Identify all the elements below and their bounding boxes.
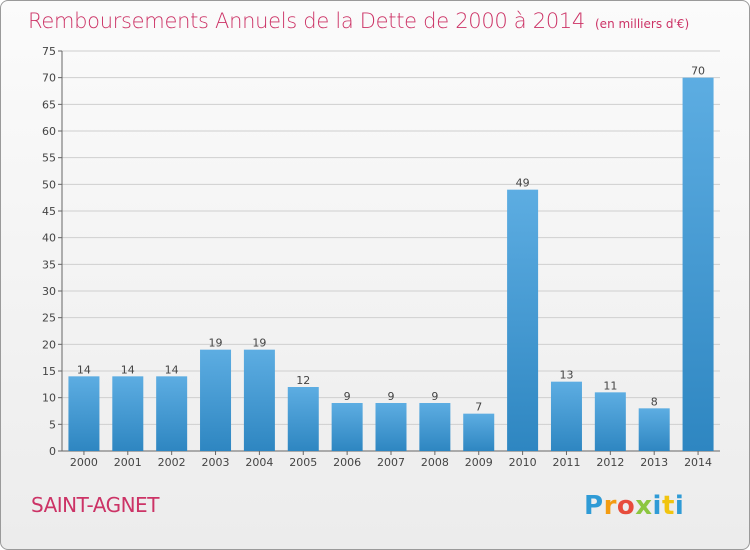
bar bbox=[156, 376, 188, 451]
y-tick-label: 70 bbox=[42, 72, 56, 85]
chart-unit-label: (en milliers d'€) bbox=[595, 17, 690, 31]
y-tick-label: 60 bbox=[42, 125, 56, 138]
bar bbox=[287, 387, 319, 451]
y-tick-label: 20 bbox=[42, 338, 56, 351]
x-tick-label: 2014 bbox=[684, 456, 712, 469]
x-tick-label: 2004 bbox=[245, 456, 273, 469]
bar bbox=[594, 392, 626, 451]
logo-letter: o bbox=[616, 491, 636, 521]
bar bbox=[463, 413, 495, 451]
x-tick-label: 2012 bbox=[596, 456, 624, 469]
x-tick-label: 2005 bbox=[289, 456, 317, 469]
chart-title: Remboursements Annuels de la Dette de 20… bbox=[28, 9, 689, 33]
x-tick-label: 2003 bbox=[202, 456, 230, 469]
logo-letter: x bbox=[635, 491, 653, 521]
bar-value-label: 49 bbox=[516, 177, 530, 190]
x-tick-label: 2007 bbox=[377, 456, 405, 469]
y-tick-label: 0 bbox=[49, 445, 56, 458]
bar-value-label: 19 bbox=[209, 337, 223, 350]
y-tick-label: 45 bbox=[42, 205, 56, 218]
bar bbox=[375, 403, 407, 451]
bar bbox=[243, 349, 275, 451]
y-tick-label: 50 bbox=[42, 178, 56, 191]
y-tick-label: 75 bbox=[42, 45, 56, 58]
bar-value-label: 8 bbox=[651, 395, 658, 408]
x-tick-label: 2010 bbox=[509, 456, 537, 469]
bar-value-label: 9 bbox=[388, 390, 395, 403]
logo-letter: i bbox=[674, 491, 685, 521]
commune-name: SAINT-AGNET bbox=[31, 493, 159, 517]
y-tick-label: 15 bbox=[42, 365, 56, 378]
x-tick-label: 2000 bbox=[70, 456, 98, 469]
logo-letter: t bbox=[661, 491, 675, 521]
bar-value-label: 19 bbox=[252, 337, 266, 350]
logo-letter: r bbox=[603, 491, 617, 521]
y-tick-label: 25 bbox=[42, 312, 56, 325]
bar bbox=[638, 408, 670, 451]
y-tick-label: 30 bbox=[42, 285, 56, 298]
y-tick-label: 40 bbox=[42, 232, 56, 245]
bar-value-label: 14 bbox=[77, 363, 91, 376]
logo-letter: P bbox=[584, 491, 604, 521]
y-tick-label: 55 bbox=[42, 152, 56, 165]
bar-value-label: 12 bbox=[296, 374, 310, 387]
bar bbox=[550, 381, 582, 451]
logo-letter: i bbox=[652, 491, 662, 521]
x-tick-label: 2011 bbox=[552, 456, 580, 469]
bar bbox=[682, 77, 714, 452]
bar-value-label: 13 bbox=[559, 369, 573, 382]
bar-value-label: 11 bbox=[603, 379, 617, 392]
x-tick-label: 2006 bbox=[333, 456, 361, 469]
x-tick-label: 2009 bbox=[465, 456, 493, 469]
bar bbox=[331, 403, 363, 451]
bar-value-label: 9 bbox=[344, 390, 351, 403]
bar-value-label: 7 bbox=[475, 401, 482, 414]
bar-value-label: 14 bbox=[165, 363, 179, 376]
bar bbox=[68, 376, 100, 451]
x-tick-label: 2013 bbox=[640, 456, 668, 469]
bar bbox=[200, 349, 232, 451]
y-tick-label: 35 bbox=[42, 258, 56, 271]
x-tick-label: 2002 bbox=[158, 456, 186, 469]
bar-value-label: 9 bbox=[431, 390, 438, 403]
y-tick-label: 65 bbox=[42, 98, 56, 111]
chart-title-text: Remboursements Annuels de la Dette de 20… bbox=[28, 9, 585, 33]
bar-chart: 0 5 10 15 20 25 30 35 40 45 50 55 60 65 70 75 14 2000 14 20… bbox=[42, 45, 720, 469]
y-tick-label: 5 bbox=[49, 418, 56, 431]
x-tick-label: 2001 bbox=[114, 456, 142, 469]
bar bbox=[419, 403, 451, 451]
bar-value-label: 14 bbox=[121, 363, 135, 376]
x-tick-label: 2008 bbox=[421, 456, 449, 469]
bar bbox=[507, 189, 539, 451]
proxiti-logo: Proxiti bbox=[584, 491, 684, 521]
y-tick-label: 10 bbox=[42, 392, 56, 405]
bar bbox=[112, 376, 144, 451]
bar-value-label: 70 bbox=[691, 65, 705, 78]
